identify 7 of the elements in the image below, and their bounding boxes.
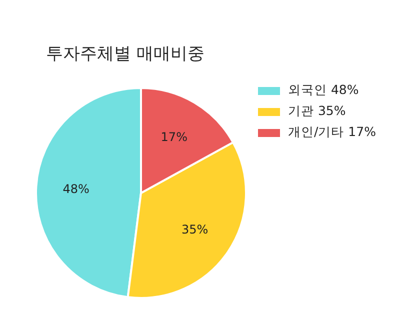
legend-label: 외국인 48% <box>288 82 359 99</box>
data-label: 48% <box>62 182 90 196</box>
legend-label: 기관 35% <box>288 103 346 120</box>
legend-label: 개인/기타 17% <box>288 124 376 141</box>
chart-title: 투자주체별 매매비중 <box>46 43 204 65</box>
data-label: 35% <box>182 222 208 237</box>
data-label: 17% <box>160 130 188 144</box>
